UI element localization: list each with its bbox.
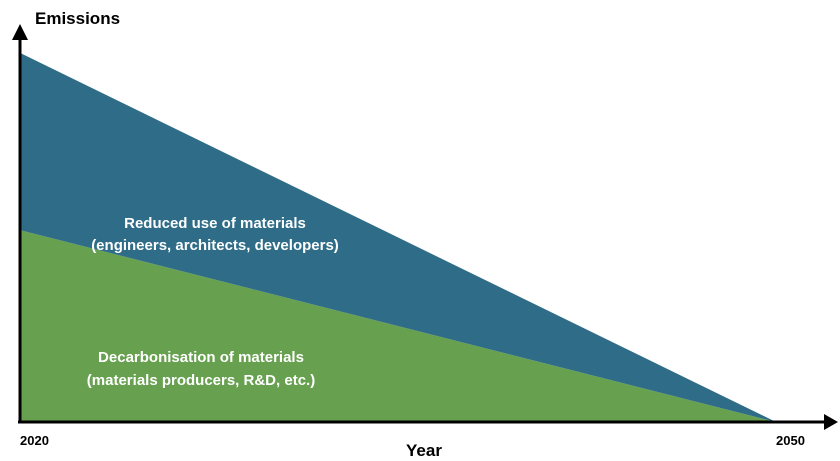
reduced-use-label-line2: (engineers, architects, developers) — [91, 237, 339, 254]
x-axis — [18, 414, 838, 430]
decarbonisation-area — [20, 230, 776, 422]
y-axis — [12, 24, 28, 422]
reduced-use-label-line1: Reduced use of materials — [124, 215, 306, 232]
y-axis-arrowhead — [12, 24, 28, 40]
y-axis-title: Emissions — [35, 9, 120, 28]
x-axis-arrowhead — [824, 414, 838, 430]
chart-areas — [20, 52, 776, 423]
decarbonisation-label-line1: Decarbonisation of materials — [98, 349, 304, 366]
reduced-use-area — [20, 52, 776, 423]
x-axis-title: Year — [406, 441, 442, 460]
decarbonisation-label-line2: (materials producers, R&D, etc.) — [87, 372, 315, 389]
x-tick-2020: 2020 — [20, 433, 49, 448]
x-tick-2050: 2050 — [776, 433, 805, 448]
